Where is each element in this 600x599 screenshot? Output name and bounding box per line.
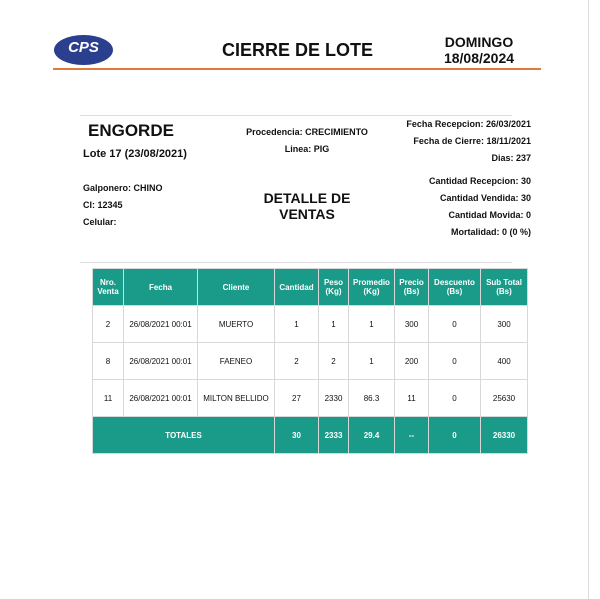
cantidad-movida: Cantidad Movida: 0 <box>448 210 531 220</box>
cell: 26/08/2021 00:01 <box>123 305 198 343</box>
header-cell: Fecha <box>123 268 198 306</box>
cell: 0 <box>428 379 481 417</box>
lote: Lote 17 (23/08/2021) <box>83 148 187 160</box>
cell: 11 <box>92 379 124 417</box>
date: 18/08/2024 <box>443 50 515 66</box>
linea: Linea: PIG <box>284 144 330 154</box>
header-cell: Peso (Kg) <box>318 268 349 306</box>
logo-text: CPS <box>68 39 99 56</box>
cell: 1 <box>348 305 395 343</box>
total-cell: 30 <box>274 416 319 454</box>
cell: 86.3 <box>348 379 395 417</box>
title: CIERRE DE LOTE <box>222 40 374 60</box>
cell: 11 <box>394 379 429 417</box>
cell: 2 <box>274 342 319 380</box>
data-row: 11 26/08/2021 00:01 MILTON BELLIDO 27 2330 86… <box>92 379 528 417</box>
header-cell: Cantidad <box>274 268 319 306</box>
day: DOMINGO <box>444 34 514 50</box>
header-rule <box>53 68 541 70</box>
section-title: DETALLE DE VENTAS <box>263 190 351 222</box>
cell: 27 <box>274 379 319 417</box>
cell: 8 <box>92 342 124 380</box>
total-cell: TOTALES <box>92 416 275 454</box>
cell: 2 <box>92 305 124 343</box>
header-cell: Promedio (Kg) <box>348 268 395 306</box>
cell: 26/08/2021 00:01 <box>123 342 198 380</box>
procedencia: Procedencia: CRECIMIENTO <box>246 127 368 137</box>
sales-table: Nro. Venta Fecha Cliente Cantidad Peso (Kg) P… <box>92 268 528 454</box>
header-cell: Precio (Bs) <box>394 268 429 306</box>
data-row: 2 26/08/2021 00:01 MUERTO 1 1 1 300 0 300 <box>92 305 528 343</box>
cell: 300 <box>394 305 429 343</box>
fecha-cierre: Fecha de Cierre: 18/11/2021 <box>413 136 531 146</box>
header-cell: Cliente <box>197 268 275 306</box>
dias: Dias: 237 <box>491 153 531 163</box>
info-rule <box>80 115 512 116</box>
total-cell: -- <box>394 416 429 454</box>
galponero: Galponero: CHINO <box>83 183 163 193</box>
cell: 200 <box>394 342 429 380</box>
logo: CPS <box>54 35 113 65</box>
cell: 400 <box>480 342 528 380</box>
cell: 2 <box>318 342 349 380</box>
cell: 0 <box>428 305 481 343</box>
cell: 300 <box>480 305 528 343</box>
header-cell: Descuento (Bs) <box>428 268 481 306</box>
total-cell: 0 <box>428 416 481 454</box>
cantidad-recepcion: Cantidad Recepcion: 30 <box>428 176 531 186</box>
totals-row: TOTALES 30 2333 29.4 -- 0 26330 <box>92 416 528 454</box>
cell: 1 <box>318 305 349 343</box>
page-edge <box>588 0 589 599</box>
celular: Celular: <box>83 217 117 227</box>
total-cell: 2333 <box>318 416 349 454</box>
cell: 2330 <box>318 379 349 417</box>
cell: FAENEO <box>197 342 275 380</box>
cell: MILTON BELLIDO <box>197 379 275 417</box>
cell: 1 <box>348 342 395 380</box>
ci: CI: 12345 <box>83 200 123 210</box>
header-cell: Sub Total (Bs) <box>480 268 528 306</box>
cell: 0 <box>428 342 481 380</box>
total-cell: 29.4 <box>348 416 395 454</box>
cantidad-vendida: Cantidad Vendida: 30 <box>439 193 531 203</box>
cell: 1 <box>274 305 319 343</box>
cell: 26/08/2021 00:01 <box>123 379 198 417</box>
mortalidad: Mortalidad: 0 (0 %) <box>450 227 531 237</box>
lote-type: ENGORDE <box>88 121 174 140</box>
total-cell: 26330 <box>480 416 528 454</box>
cell: MUERTO <box>197 305 275 343</box>
cell: 25630 <box>480 379 528 417</box>
header-row: Nro. Venta Fecha Cliente Cantidad Peso (Kg) P… <box>92 268 528 306</box>
info-rule <box>80 262 512 263</box>
fecha-recepcion: Fecha Recepcion: 26/03/2021 <box>406 119 531 129</box>
header-cell: Nro. Venta <box>92 268 124 306</box>
data-row: 8 26/08/2021 00:01 FAENEO 2 2 1 200 0 400 <box>92 342 528 380</box>
